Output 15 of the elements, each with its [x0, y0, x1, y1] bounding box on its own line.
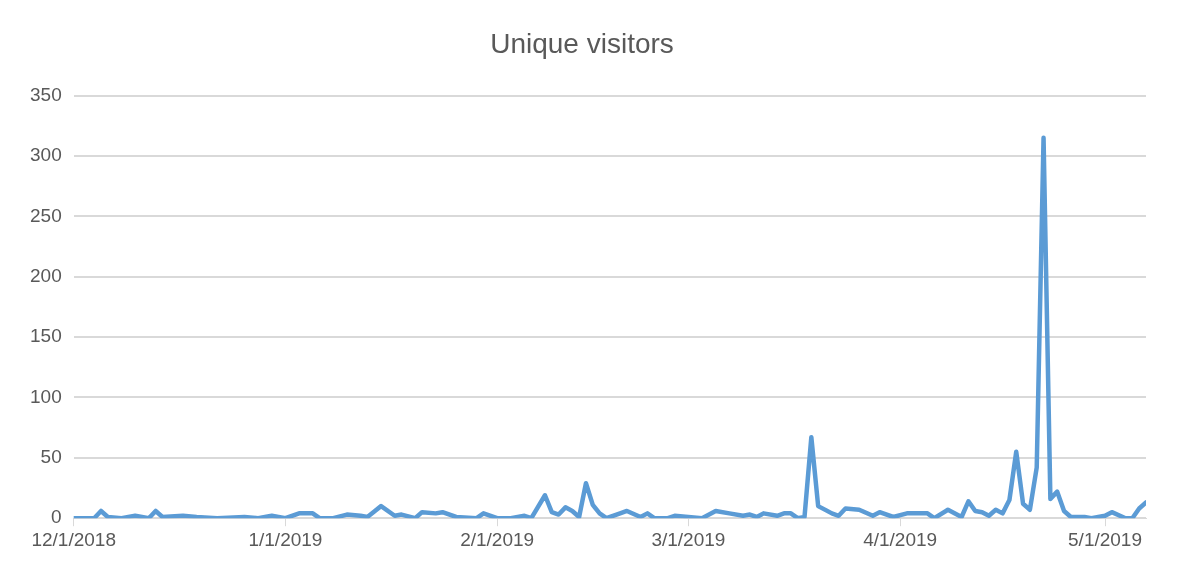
chart-title: Unique visitors [490, 27, 674, 59]
y-tick-label: 0 [51, 506, 62, 528]
x-tick-label: 2/1/2019 [460, 528, 535, 550]
x-tick-label: 12/1/2018 [31, 528, 116, 550]
y-tick-label: 100 [30, 385, 62, 407]
y-tick-label: 200 [30, 264, 62, 286]
x-tick-label: 5/1/2019 [1068, 528, 1142, 550]
x-tick-label: 1/1/2019 [248, 528, 323, 550]
y-tick-label: 300 [30, 144, 62, 166]
y-tick-label: 350 [30, 83, 62, 105]
y-tick-label: 250 [30, 204, 62, 226]
y-tick-label: 50 [40, 446, 62, 468]
x-tick-label: 3/1/2019 [651, 528, 726, 550]
y-tick-label: 150 [30, 325, 62, 347]
x-tick-label: 4/1/2019 [863, 528, 938, 550]
